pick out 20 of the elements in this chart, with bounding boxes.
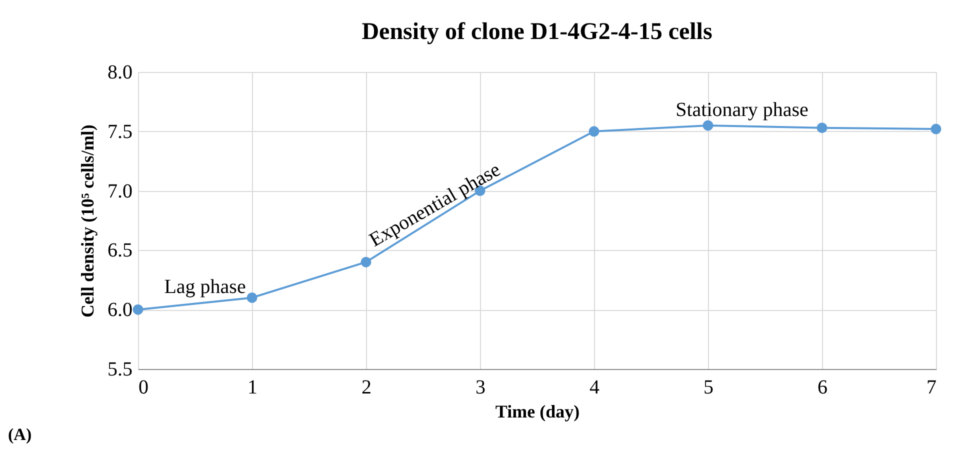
x-tick-label: 0 — [138, 376, 148, 398]
annotation: Stationary phase — [676, 99, 808, 121]
y-tick-label: 6.0 — [108, 299, 132, 322]
y-axis-title: Cell density (10⁵ cells/ml) — [78, 124, 98, 318]
x-tick-label: 4 — [590, 376, 600, 398]
x-tick-label: 5 — [704, 376, 714, 398]
y-tick-label: 7.0 — [108, 180, 132, 202]
x-tick-label: 1 — [248, 376, 258, 398]
x-tick-label: 6 — [818, 376, 828, 398]
x-tick-label: 2 — [362, 376, 372, 398]
text: (A) — [8, 425, 32, 444]
annotation: Lag phase — [164, 276, 246, 298]
x-axis-title: Time (day) — [495, 402, 580, 422]
y-tick-label: 8.0 — [108, 62, 132, 84]
x-tick-label: 7 — [926, 376, 936, 398]
y-tick-label: 5.5 — [108, 358, 132, 380]
y-tick-label: 6.5 — [108, 240, 132, 262]
chart-title: Density of clone D1-4G2-4-15 cells — [362, 19, 712, 45]
y-tick-label: 7.5 — [108, 120, 132, 143]
x-tick-label: 3 — [476, 376, 486, 398]
